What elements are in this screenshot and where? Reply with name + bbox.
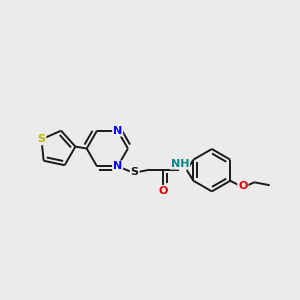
Text: O: O <box>238 182 248 191</box>
Text: NH: NH <box>171 159 189 169</box>
Text: O: O <box>159 186 168 196</box>
Text: N: N <box>113 161 122 171</box>
Text: S: S <box>131 167 139 177</box>
Text: S: S <box>38 134 45 144</box>
Text: N: N <box>113 126 122 136</box>
